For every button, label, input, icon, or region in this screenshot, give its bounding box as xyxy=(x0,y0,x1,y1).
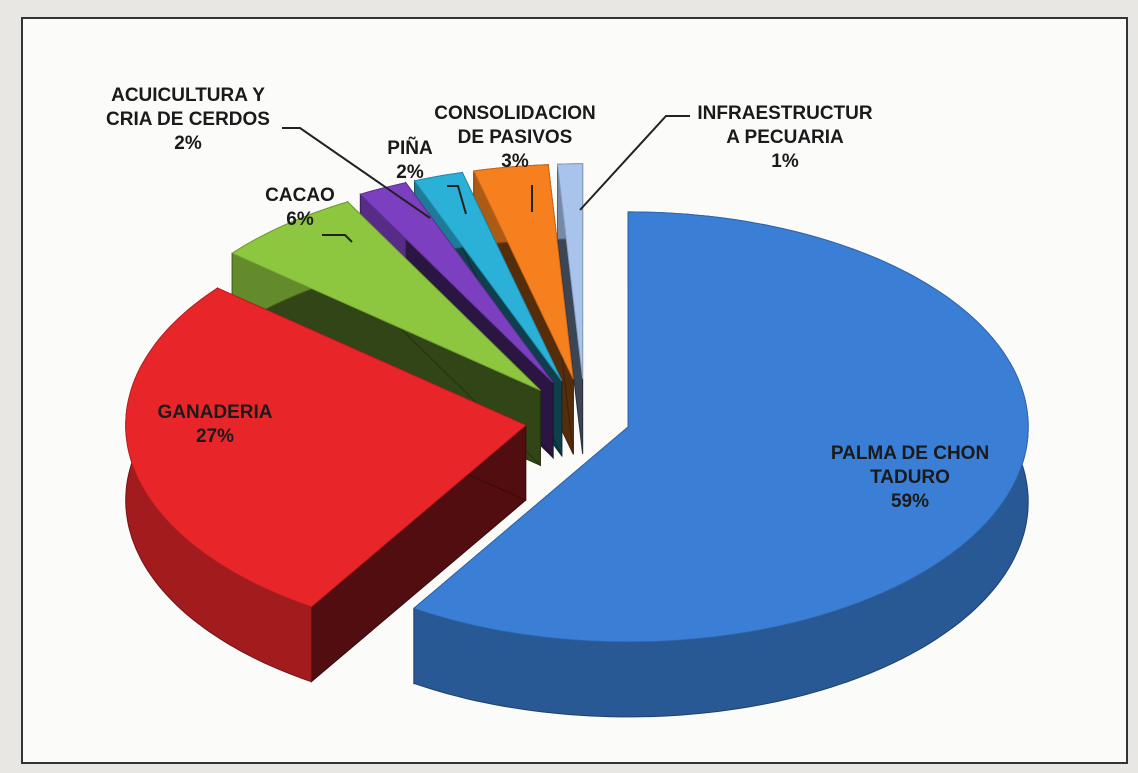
slice xyxy=(359,182,554,384)
slice xyxy=(231,201,541,391)
slice xyxy=(412,211,1029,643)
slice-label: PALMA DE CHON TADURO 59% xyxy=(831,442,989,514)
category-label: PALMA DE CHON TADURO xyxy=(830,443,990,488)
value-label: 2% xyxy=(174,133,202,154)
category-label: GANADERIA xyxy=(157,402,273,423)
slice-label: GANADERIA 27% xyxy=(157,401,272,449)
pie xyxy=(125,163,1029,718)
leader-line xyxy=(447,185,467,215)
category-label: INFRAESTRUCTUR A PECUARIA xyxy=(697,103,873,148)
slice-label: PIÑA 2% xyxy=(387,137,432,185)
category-label: PIÑA xyxy=(387,138,433,159)
value-label: 1% xyxy=(771,151,799,172)
category-label: CONSOLIDACION DE PASIVOS xyxy=(434,103,596,148)
value-label: 2% xyxy=(396,162,424,183)
slice-label: CACAO 6% xyxy=(265,184,335,232)
slice xyxy=(413,171,563,382)
leader-line xyxy=(282,127,431,219)
value-label: 6% xyxy=(286,209,314,230)
value-label: 59% xyxy=(890,491,930,512)
slice-label: ACUICULTURA Y CRIA DE CERDOS 2% xyxy=(106,84,270,156)
leader-lines xyxy=(282,115,690,243)
value-label: 27% xyxy=(195,426,235,447)
slice xyxy=(125,287,527,608)
leader-line xyxy=(579,115,690,211)
slice-label: CONSOLIDACION DE PASIVOS 3% xyxy=(434,102,596,174)
value-label: 3% xyxy=(501,151,529,172)
leader-line xyxy=(322,234,353,243)
slice xyxy=(556,163,584,379)
slice xyxy=(473,164,574,380)
category-label: ACUICULTURA Y CRIA DE CERDOS xyxy=(106,85,270,130)
slice-label: INFRAESTRUCTUR A PECUARIA 1% xyxy=(697,102,872,174)
category-label: CACAO xyxy=(265,185,335,206)
